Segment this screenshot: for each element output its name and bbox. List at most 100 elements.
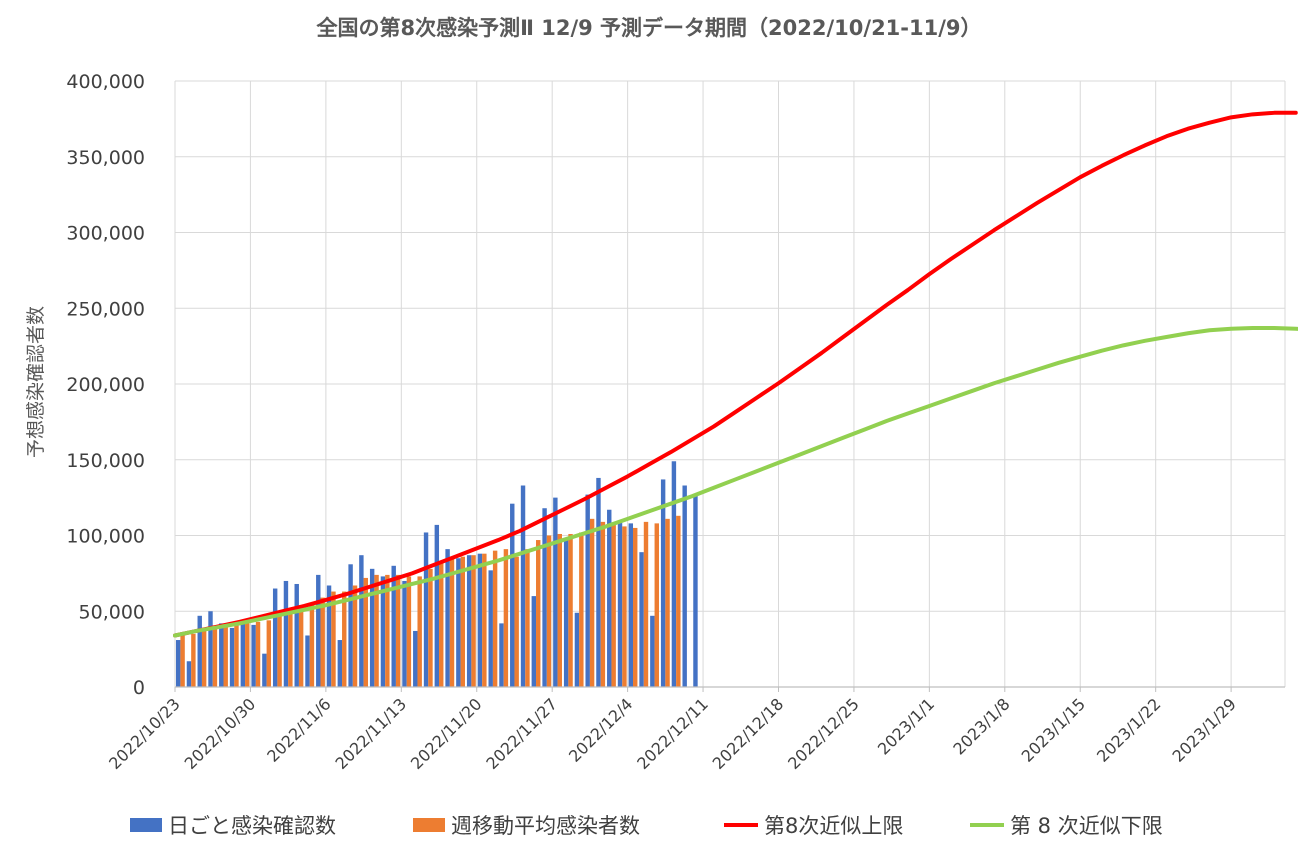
x-tick-label: 2023/1/22 <box>1093 694 1164 765</box>
y-tick-label: 300,000 <box>66 223 145 245</box>
x-tick-label: 2022/10/30 <box>181 694 260 773</box>
bar-weekly-avg <box>546 535 552 687</box>
y-tick-label: 50,000 <box>79 601 145 623</box>
bar-weekly-avg <box>536 540 541 687</box>
x-tick-label: 2022/12/4 <box>565 694 636 765</box>
bar-daily <box>596 477 601 687</box>
bar-daily <box>305 635 310 687</box>
x-tick-label: 2023/1/8 <box>949 694 1013 758</box>
bar-daily <box>369 568 375 687</box>
bar-weekly-avg <box>611 524 616 687</box>
upper-bound-line <box>173 110 1298 638</box>
bar-weekly-avg <box>395 574 401 687</box>
bars <box>175 461 698 687</box>
bar-weekly-avg <box>363 577 369 687</box>
bar-daily <box>499 623 504 687</box>
bar-weekly-avg <box>417 576 422 687</box>
bar-weekly-avg <box>320 597 325 687</box>
bar-weekly-avg <box>643 521 649 687</box>
bar-daily <box>175 640 181 687</box>
bar-daily <box>359 555 364 687</box>
bar-daily <box>585 494 590 687</box>
bar-weekly-avg <box>503 549 509 687</box>
bar-daily <box>682 485 687 687</box>
legend-swatch <box>130 818 162 832</box>
bar-daily <box>434 524 440 687</box>
bar-daily <box>574 612 580 687</box>
bar-daily <box>348 564 353 687</box>
bar-weekly-avg <box>234 624 239 687</box>
bar-weekly-avg <box>449 556 455 687</box>
bar-weekly-avg <box>385 574 390 687</box>
bar-weekly-avg <box>676 515 681 687</box>
bar-weekly-avg <box>600 521 606 687</box>
bar-weekly-avg <box>406 576 412 687</box>
y-tick-label: 200,000 <box>66 374 145 396</box>
legend: 日ごと感染確認数 週移動平均感染者数 第8次近似上限 第 8 次近似下限 <box>130 814 1163 838</box>
legend-label: 第 8 次近似下限 <box>1010 814 1163 838</box>
bar-weekly-avg <box>471 555 476 687</box>
y-tick-label: 250,000 <box>66 298 145 320</box>
bar-weekly-avg <box>460 556 466 687</box>
x-tick-label: 2023/1/15 <box>1018 694 1089 765</box>
bar-weekly-avg <box>428 568 433 687</box>
bar-weekly-avg <box>309 603 315 687</box>
bar-weekly-avg <box>298 605 304 687</box>
y-tick-label: 350,000 <box>66 147 145 169</box>
bar-daily <box>262 653 267 687</box>
bar-weekly-avg <box>622 526 627 687</box>
bar-weekly-avg <box>223 626 228 687</box>
bar-weekly-avg <box>255 621 261 687</box>
bar-daily <box>488 570 493 687</box>
x-tick-label: 2022/11/20 <box>407 694 486 773</box>
x-tick-label: 2022/10/23 <box>105 694 184 773</box>
bar-weekly-avg <box>180 635 185 687</box>
bar-daily <box>553 497 558 687</box>
bar-daily <box>294 583 299 687</box>
bar-daily <box>456 558 461 687</box>
bar-daily <box>219 623 224 687</box>
x-tick-label: 2022/11/27 <box>482 694 561 773</box>
legend-label: 日ごと感染確認数 <box>168 814 336 838</box>
bar-weekly-avg <box>212 627 218 687</box>
legend-label: 第8次近似上限 <box>764 814 903 838</box>
bar-daily <box>671 461 677 687</box>
y-tick-label: 100,000 <box>66 526 145 548</box>
bar-daily <box>186 661 192 687</box>
bar-weekly-avg <box>665 518 670 687</box>
x-tick-label: 2022/12/25 <box>784 694 863 773</box>
bar-weekly-avg <box>568 533 573 687</box>
bar-daily <box>477 553 483 687</box>
bar-weekly-avg <box>288 609 293 687</box>
bar-weekly-avg <box>352 585 358 687</box>
legend-label: 週移動平均感染者数 <box>451 814 640 838</box>
bar-daily <box>628 523 634 687</box>
bar-weekly-avg <box>374 574 379 687</box>
bar-weekly-avg <box>514 556 519 687</box>
y-tick-label: 400,000 <box>66 71 145 93</box>
y-tick-label: 150,000 <box>66 450 145 472</box>
bar-daily <box>423 532 429 687</box>
x-tick-label: 2023/1/1 <box>874 694 938 758</box>
bar-weekly-avg <box>439 561 444 687</box>
bar-daily <box>531 596 537 687</box>
x-tick-label: 2022/11/6 <box>263 694 334 765</box>
bar-weekly-avg <box>277 615 282 687</box>
bar-daily <box>639 552 644 687</box>
y-axis-label: 予想感染確認者数 <box>25 306 47 458</box>
lower-bound-line <box>173 325 1298 638</box>
x-tick-label: 2022/12/11 <box>633 694 712 773</box>
bar-daily <box>326 585 332 687</box>
bar-daily <box>660 479 666 687</box>
legend-swatch <box>413 818 445 832</box>
x-tick-label: 2022/11/13 <box>331 694 410 773</box>
bar-weekly-avg <box>482 553 487 687</box>
lines <box>173 110 1298 638</box>
bar-daily <box>251 624 256 687</box>
bar-weekly-avg <box>245 623 250 687</box>
bar-daily <box>240 621 246 687</box>
bar-daily <box>208 611 213 687</box>
bar-daily <box>693 494 698 687</box>
